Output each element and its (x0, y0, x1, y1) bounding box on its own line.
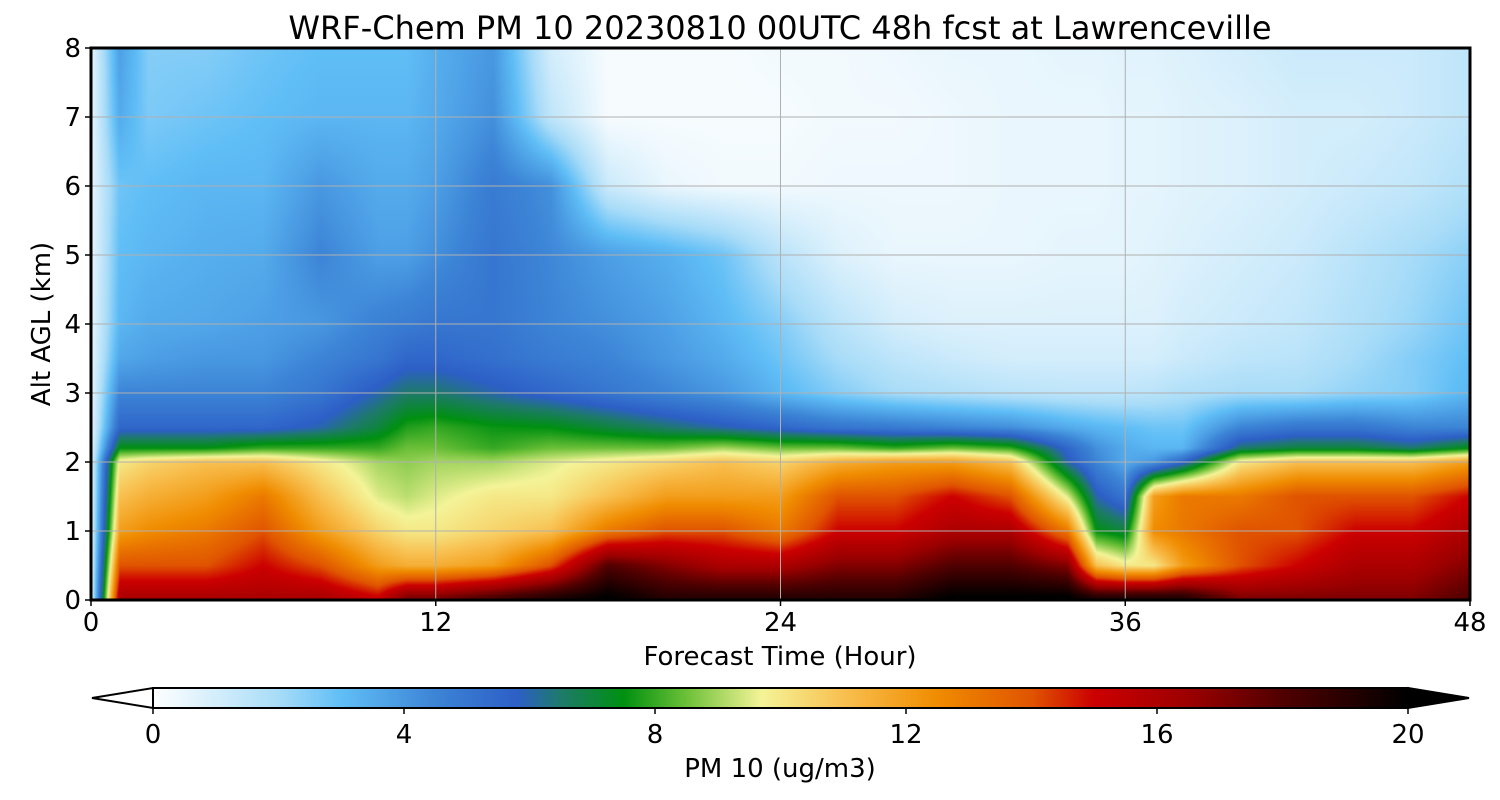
y-tick-label: 4 (64, 310, 81, 340)
colorbar-extend-low (91, 686, 154, 710)
y-tick-label: 3 (64, 379, 81, 409)
colorbar-tick-label: 0 (145, 720, 162, 750)
x-tick-label: 24 (764, 608, 797, 638)
y-tick-label: 6 (64, 172, 81, 202)
x-tick-label: 0 (83, 608, 100, 638)
y-tick-label: 0 (64, 586, 81, 616)
y-tick-label: 2 (64, 448, 81, 478)
colorbar-ticks: 0 4 8 12 16 20 (145, 708, 1425, 750)
y-tick-label: 5 (64, 241, 81, 271)
colorbar-tick-label: 20 (1391, 720, 1424, 750)
x-axis-label: Forecast Time (Hour) (643, 642, 916, 672)
x-tick-label: 12 (419, 608, 452, 638)
colorbar-extend-high (1407, 686, 1470, 710)
y-axis-label: Alt AGL (km) (27, 242, 57, 406)
y-tick-label: 7 (64, 103, 81, 133)
x-axis-ticks: 0 12 24 36 48 (83, 600, 1487, 638)
y-tick-label: 8 (64, 34, 81, 64)
colorbar-label: PM 10 (ug/m3) (684, 754, 876, 784)
chart-title: WRF-Chem PM 10 20230810 00UTC 48h fcst a… (288, 9, 1271, 47)
colorbar-tick-label: 12 (889, 720, 922, 750)
x-tick-label: 48 (1453, 608, 1486, 638)
colorbar-tick-label: 8 (647, 720, 664, 750)
x-tick-label: 36 (1109, 608, 1142, 638)
colorbar-tick-label: 16 (1140, 720, 1173, 750)
y-tick-label: 1 (64, 517, 81, 547)
y-axis-ticks: 0 1 2 3 4 5 6 7 8 (64, 34, 91, 616)
colorbar-tick-label: 4 (396, 720, 413, 750)
colorbar: 0 4 8 12 16 20 PM 10 (ug/m3) (91, 686, 1470, 784)
colorbar-gradient (152, 687, 1409, 709)
